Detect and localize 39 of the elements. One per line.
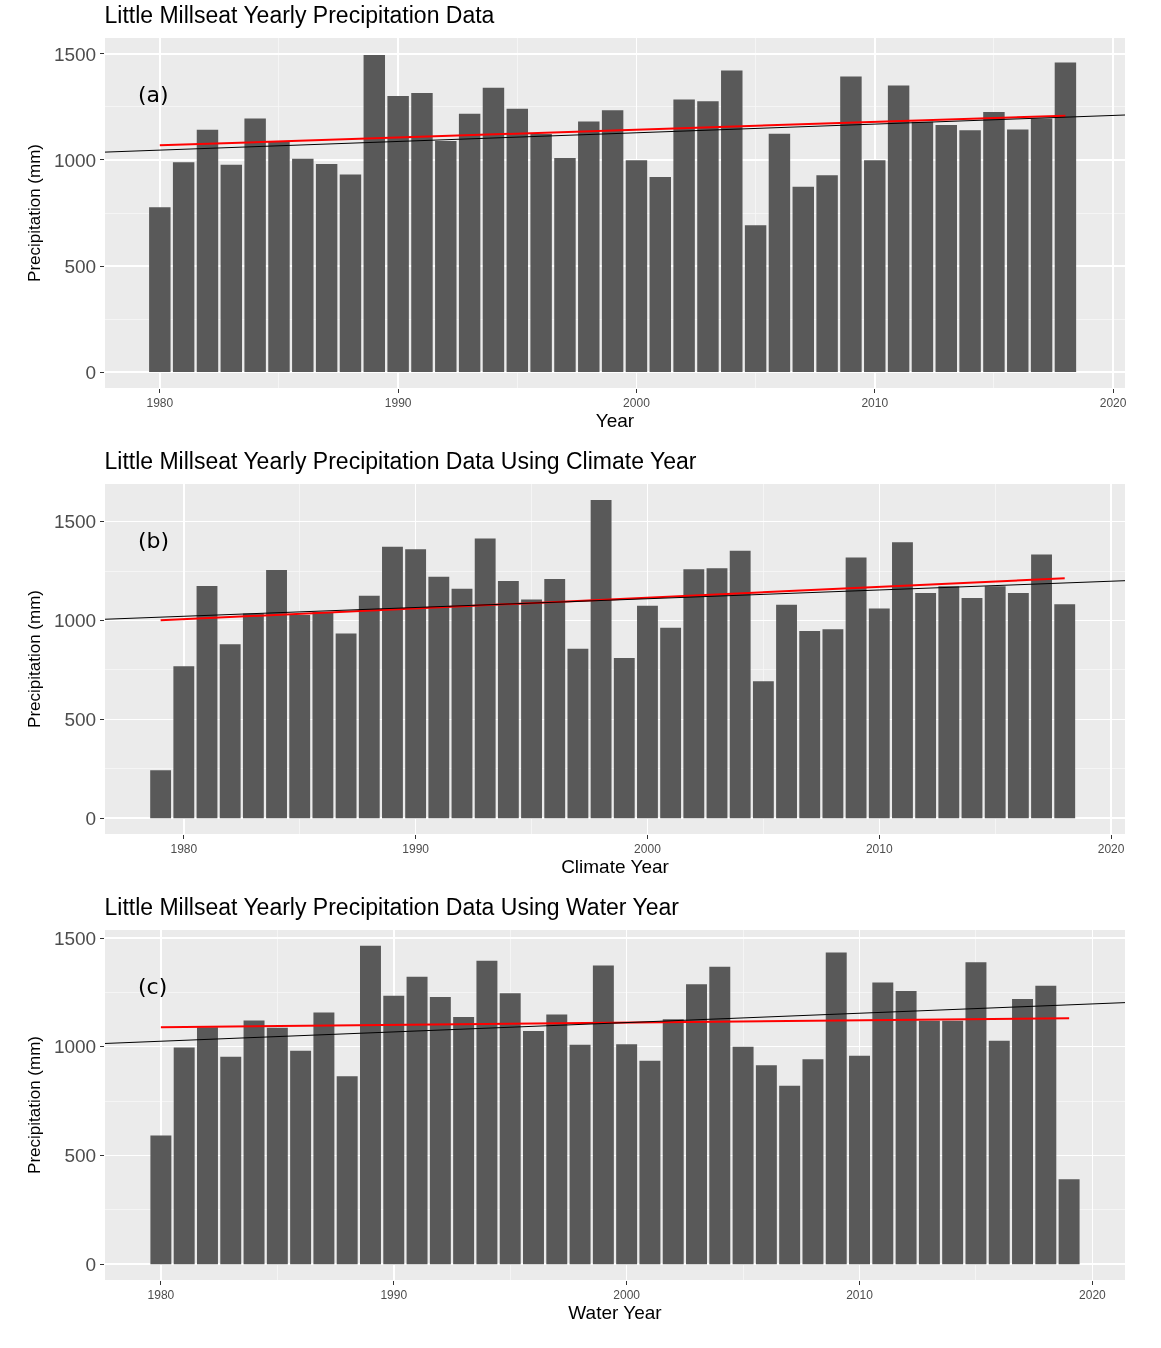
y-axis-title: Precipitation (mm) [25,1036,45,1174]
x-axis-title: Year [595,410,635,432]
x-tick-label: 2010 [861,396,889,411]
annotation: (a) [138,82,169,107]
y-tick-label: 0 [85,807,97,829]
x-tick-label: 2000 [623,396,651,411]
x-tick-label: 2020 [1079,1288,1107,1303]
y-tick-label: 0 [85,1253,97,1275]
x-tick-label: 1980 [170,842,198,857]
annotation: (c) [138,974,168,999]
chart-title: Little Millseat Yearly Precipitation Data [104,1,495,28]
x-tick-label: 1980 [146,396,174,411]
x-tick-label: 2000 [634,842,662,857]
y-tick-label: 1500 [53,43,97,65]
y-tick-label: 500 [64,255,97,277]
x-tick-label: 2010 [846,1288,874,1303]
chart-title: Little Millseat Yearly Precipitation Data Using Climate Year [104,447,697,474]
y-tick-label: 1000 [53,1036,97,1058]
x-tick-label: 2010 [865,842,893,857]
y-tick-label: 1500 [53,927,97,949]
y-tick-label: 1000 [53,149,97,171]
x-tick-label: 1990 [384,396,412,411]
annotation: (b) [138,528,170,553]
y-tick-label: 0 [85,361,97,383]
x-tick-label: 1990 [380,1288,408,1303]
x-axis-title: Water Year [568,1302,663,1324]
y-tick-label: 1000 [53,610,97,632]
y-axis-title: Precipitation (mm) [25,144,45,282]
y-tick-label: 500 [64,708,97,730]
x-tick-label: 2020 [1097,842,1125,857]
x-tick-label: 1980 [147,1288,175,1303]
chart-title: Little Millseat Yearly Precipitation Data Using Water Year [104,893,680,920]
y-axis-title: Precipitation (mm) [25,590,45,728]
x-axis-title: Climate Year [561,856,670,878]
x-tick-label: 1990 [402,842,430,857]
x-tick-label: 2020 [1099,396,1127,411]
y-tick-label: 1500 [53,511,97,533]
y-tick-label: 500 [64,1145,97,1167]
x-tick-label: 2000 [613,1288,641,1303]
